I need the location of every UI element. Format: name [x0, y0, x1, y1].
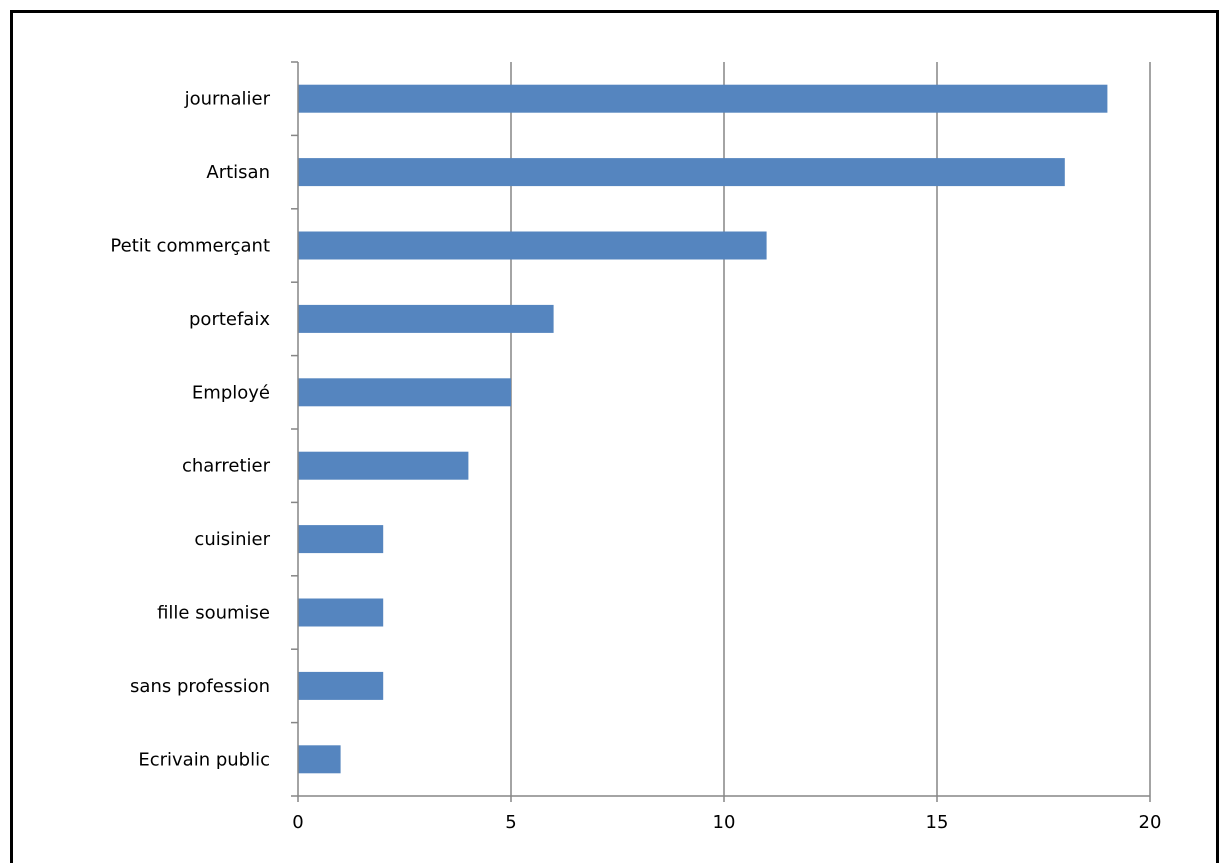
x-tick-label: 15: [926, 812, 949, 833]
bar: [298, 378, 511, 407]
x-tick-label: 10: [713, 812, 736, 833]
bar: [298, 158, 1065, 187]
category-label: sans profession: [130, 676, 270, 697]
category-label: Artisan: [206, 162, 270, 183]
x-tick-label: 5: [505, 812, 516, 833]
category-label: portefaix: [189, 309, 270, 330]
bar: [298, 671, 384, 700]
category-label: charretier: [182, 456, 271, 477]
chart-frame: [10, 10, 1219, 863]
category-label: Ecrivain public: [138, 749, 270, 770]
x-tick-label: 0: [292, 812, 303, 833]
category-label: Employé: [192, 382, 270, 403]
bar: [298, 525, 384, 554]
bar: [298, 231, 767, 260]
category-label: Petit commerçant: [110, 236, 270, 257]
category-label: journalier: [184, 89, 271, 110]
bar: [298, 304, 554, 333]
bar: [298, 598, 384, 627]
axes: [291, 61, 1151, 802]
x-tick-label: 20: [1139, 812, 1162, 833]
bars: [298, 84, 1108, 774]
bar: [298, 451, 469, 480]
category-label: fille soumise: [157, 603, 270, 624]
category-label: cuisinier: [194, 529, 270, 550]
bar: [298, 745, 341, 774]
bar: [298, 84, 1108, 113]
labels: 0 5 10 15 20 journalier Artisan Petit commerçan…: [110, 89, 1161, 833]
